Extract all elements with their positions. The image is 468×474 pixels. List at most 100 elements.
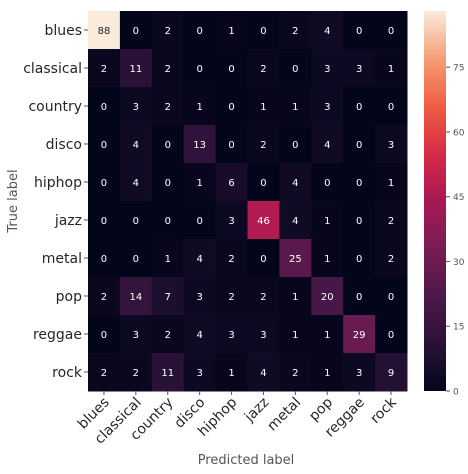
heatmap-cell: [88, 163, 121, 202]
colorbar: 0 15 30 45 60 75: [424, 11, 465, 398]
cell-value-label: 0: [133, 254, 139, 265]
cell-value-label: 3: [228, 330, 234, 341]
heatmap-cell: [119, 87, 153, 126]
cell-value-label: 0: [196, 64, 202, 75]
colorbar-tick-label: 30: [453, 258, 465, 268]
cell-value-label: 13: [193, 140, 206, 151]
cell-value-label: 6: [228, 178, 234, 189]
cell-value-label: 0: [324, 178, 330, 189]
x-tick-label: rock: [367, 394, 400, 427]
y-tick-labels: blues classical country disco hiphop jazz meta…: [23, 23, 88, 381]
cell-value-label: 1: [324, 254, 330, 265]
cell-value-label: 1: [228, 26, 234, 37]
heatmap-cell: [119, 239, 153, 278]
colorbar-tick-label: 75: [453, 64, 464, 74]
cell-value-label: 2: [165, 26, 171, 37]
heatmap-cell: [375, 163, 408, 202]
heatmap-cell: [375, 239, 408, 278]
heatmap-cell: [279, 87, 312, 126]
cell-value-label: 1: [292, 102, 298, 113]
y-tick-label: metal: [42, 251, 82, 267]
cell-value-label: 3: [260, 330, 266, 341]
heatmap-cell: [311, 87, 344, 126]
cell-value-label: 0: [388, 26, 394, 37]
cell-value-label: 3: [324, 102, 330, 113]
cell-value-label: 0: [101, 102, 107, 113]
cell-value-label: 0: [228, 140, 234, 151]
heatmap-cell: [279, 11, 312, 50]
heatmap-cell: [183, 11, 217, 50]
heatmap-cell: [375, 49, 408, 88]
heatmap-cell: [88, 315, 121, 354]
cell-value-label: 25: [289, 254, 302, 265]
heatmap-cell: [215, 125, 248, 164]
cell-value-label: 0: [260, 178, 266, 189]
cell-value-label: 0: [101, 216, 107, 227]
cell-value-label: 0: [196, 216, 202, 227]
cell-value-label: 2: [101, 368, 107, 379]
cell-value-label: 3: [133, 330, 139, 341]
heatmap-cell: [247, 315, 280, 354]
x-tick-label: metal: [264, 395, 304, 435]
heatmap-cell: [311, 239, 344, 278]
heatmap-cell: [119, 201, 153, 240]
heatmap-cell: [343, 239, 376, 278]
cell-value-label: 4: [324, 140, 330, 151]
cell-value-label: 2: [260, 292, 266, 303]
cell-value-label: 0: [260, 26, 266, 37]
heatmap-cell: [119, 315, 153, 354]
cell-value-label: 0: [133, 26, 139, 37]
heatmap-cell: [247, 277, 280, 316]
heatmap-cell: [119, 11, 153, 50]
heatmap-cell: [88, 201, 121, 240]
heatmap-cell-labels: 88 0 2 0 1 0 2 4 0 02 11 2 0 0 2 0 3 3 10 3 2 1 0 1 1 3 0 00 4 0 13 0 2 0…: [98, 26, 395, 379]
heatmap-cell: [311, 201, 344, 240]
cell-value-label: 4: [292, 178, 298, 189]
heatmap-cell: [215, 163, 248, 202]
heatmap-cell: [183, 87, 217, 126]
cell-value-label: 1: [388, 64, 394, 75]
heatmap-cells: [88, 11, 408, 392]
colorbar-ticks: 0 15 30 45 60 75: [446, 64, 465, 398]
cell-value-label: 88: [98, 26, 111, 37]
cell-value-label: 9: [388, 368, 394, 379]
heatmap-cell: [151, 11, 185, 50]
y-tick-label: country: [28, 99, 82, 115]
cell-value-label: 4: [196, 254, 202, 265]
cell-value-label: 1: [292, 330, 298, 341]
y-axis-label: True label: [6, 169, 21, 233]
cell-value-label: 1: [165, 254, 171, 265]
cell-value-label: 2: [388, 216, 394, 227]
cell-value-label: 2: [260, 140, 266, 151]
cell-value-label: 0: [356, 102, 362, 113]
cell-value-label: 0: [101, 254, 107, 265]
heatmap-cell: [88, 87, 121, 126]
heatmap-cell: [215, 315, 248, 354]
y-tick-label: jazz: [54, 213, 82, 229]
heatmap-cell: [119, 163, 153, 202]
cell-value-label: 1: [292, 292, 298, 303]
cell-value-label: 0: [356, 178, 362, 189]
y-tick-label: blues: [44, 23, 82, 39]
cell-value-label: 0: [292, 64, 298, 75]
colorbar-tick-label: 15: [453, 323, 464, 333]
heatmap-cell: [151, 315, 185, 354]
cell-value-label: 0: [228, 102, 234, 113]
cell-value-label: 2: [165, 102, 171, 113]
y-tick-label: classical: [23, 61, 82, 77]
cell-value-label: 2: [292, 368, 298, 379]
heatmap-cell: [343, 353, 376, 392]
heatmap-cell: [151, 49, 185, 88]
heatmap-cell: [215, 239, 248, 278]
heatmap-cell: [343, 87, 376, 126]
cell-value-label: 1: [324, 368, 330, 379]
cell-value-label: 3: [228, 216, 234, 227]
heatmap-cell: [151, 353, 185, 392]
y-tick-label: pop: [56, 289, 82, 305]
heatmap-cell: [183, 163, 217, 202]
heatmap-cell: [88, 11, 121, 50]
cell-value-label: 2: [228, 292, 234, 303]
heatmap-cell: [215, 201, 248, 240]
heatmap-cell: [183, 315, 217, 354]
cell-value-label: 2: [388, 254, 394, 265]
